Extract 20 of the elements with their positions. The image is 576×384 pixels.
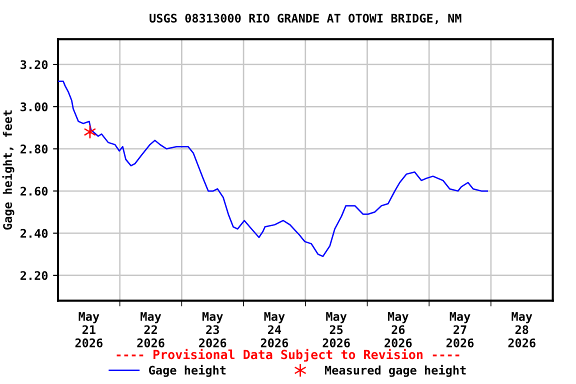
y-tick-label: 2.80 — [20, 144, 48, 154]
legend-label: Gage height — [149, 364, 226, 377]
x-tick-label: May 22 2026 — [137, 312, 164, 348]
x-tick-label: May 24 2026 — [260, 312, 288, 348]
y-tick-label: 2.20 — [20, 271, 48, 280]
line-series — [58, 80, 488, 258]
legend-label: Measured gage height — [324, 364, 466, 377]
y-tick-label: 2.40 — [20, 228, 48, 238]
y-tick-label: 2.60 — [20, 186, 48, 196]
x-tick-label: May 28 2026 — [508, 312, 536, 348]
y-tick-label: 3.00 — [20, 102, 48, 112]
y-tick-label: 3.20 — [20, 60, 48, 70]
text: ---- Provisional Data Subject to Revision ---- — [116, 348, 460, 362]
y-axis-title: Gage height, feet — [2, 110, 14, 230]
x-tick-label: May 25 2026 — [322, 312, 350, 348]
x-tick-label: May 23 2026 — [199, 312, 226, 348]
x-tick-label: May 21 2026 — [75, 312, 102, 348]
chart-title: USGS 08313000 RIO GRANDE AT OTOWI BRIDGE, NM — [150, 14, 462, 24]
x-tick-label: May 26 2026 — [384, 312, 412, 348]
x-tick-label: May 27 2026 — [446, 312, 474, 348]
